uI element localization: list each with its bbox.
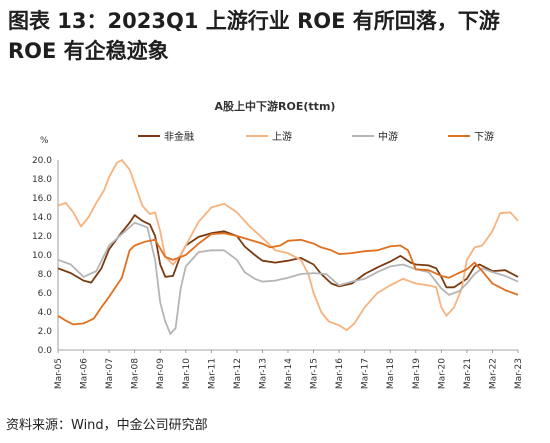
x-tick-label: Mar-10 [182, 358, 192, 389]
x-tick-label: Mar-15 [310, 358, 320, 389]
x-tick-label: Mar-21 [463, 358, 473, 389]
x-tick-label: Mar-12 [233, 358, 243, 389]
x-tick-label: Mar-18 [386, 358, 396, 389]
x-tick-label: Mar-17 [361, 358, 371, 389]
y-tick-label: 8.0 [38, 270, 53, 280]
y-axis: 0.0 2.0 4.0 6.0 8.0 10.0 12.0 14.0 16.0 18.0 20.0 [32, 156, 59, 356]
x-tick-label: Mar-23 [514, 358, 524, 389]
y-tick-label: 4.0 [38, 308, 53, 318]
y-tick-label: 16.0 [32, 194, 52, 204]
y-tick-label: 20.0 [32, 156, 52, 166]
x-tick-label: Mar-09 [156, 358, 166, 389]
x-tick-label: Mar-07 [105, 358, 115, 389]
legend: 非金融 上游 中游 下游 [138, 130, 494, 143]
y-tick-label: 12.0 [32, 232, 52, 242]
series-line-2 [57, 159, 519, 331]
y-tick-label: 0.0 [38, 346, 53, 356]
series-line-1 [57, 214, 519, 289]
x-axis: Mar-05 Mar-06 Mar-07 Mar-08 Mar-09 Mar-10 Mar-… [54, 349, 524, 389]
y-tick-label: 18.0 [32, 175, 52, 185]
legend-label: 中游 [378, 130, 398, 143]
legend-label: 非金融 [164, 130, 194, 143]
source-note: 资料来源：Wind，中金公司研究部 [6, 418, 208, 433]
x-tick-label: Mar-13 [258, 358, 268, 389]
legend-label: 上游 [272, 130, 292, 143]
x-tick-label: Mar-14 [284, 358, 294, 389]
series-line-3 [57, 221, 519, 335]
x-tick-label: Mar-16 [335, 358, 345, 389]
y-axis-unit-label: % [40, 136, 49, 146]
series-line-4 [57, 232, 519, 326]
x-tick-label: Mar-05 [54, 358, 64, 389]
y-tick-label: 10.0 [32, 251, 52, 261]
y-tick-label: 14.0 [32, 213, 52, 223]
legend-label: 下游 [474, 130, 494, 143]
x-tick-label: Mar-19 [412, 358, 422, 389]
x-tick-label: Mar-08 [131, 358, 141, 389]
figure-title: 图表 13：2023Q1 上游行业 ROE 有所回落，下游 ROE 有企稳迹象 [8, 9, 500, 63]
chart-title: A股上中下游ROE(ttm) [214, 100, 336, 113]
x-tick-label: Mar-06 [80, 358, 90, 389]
y-tick-label: 6.0 [38, 289, 53, 299]
series-layer [57, 159, 519, 335]
x-tick-label: Mar-22 [488, 358, 498, 389]
x-tick-label: Mar-20 [437, 358, 447, 389]
y-tick-label: 2.0 [38, 327, 53, 337]
x-tick-label: Mar-11 [207, 358, 217, 389]
